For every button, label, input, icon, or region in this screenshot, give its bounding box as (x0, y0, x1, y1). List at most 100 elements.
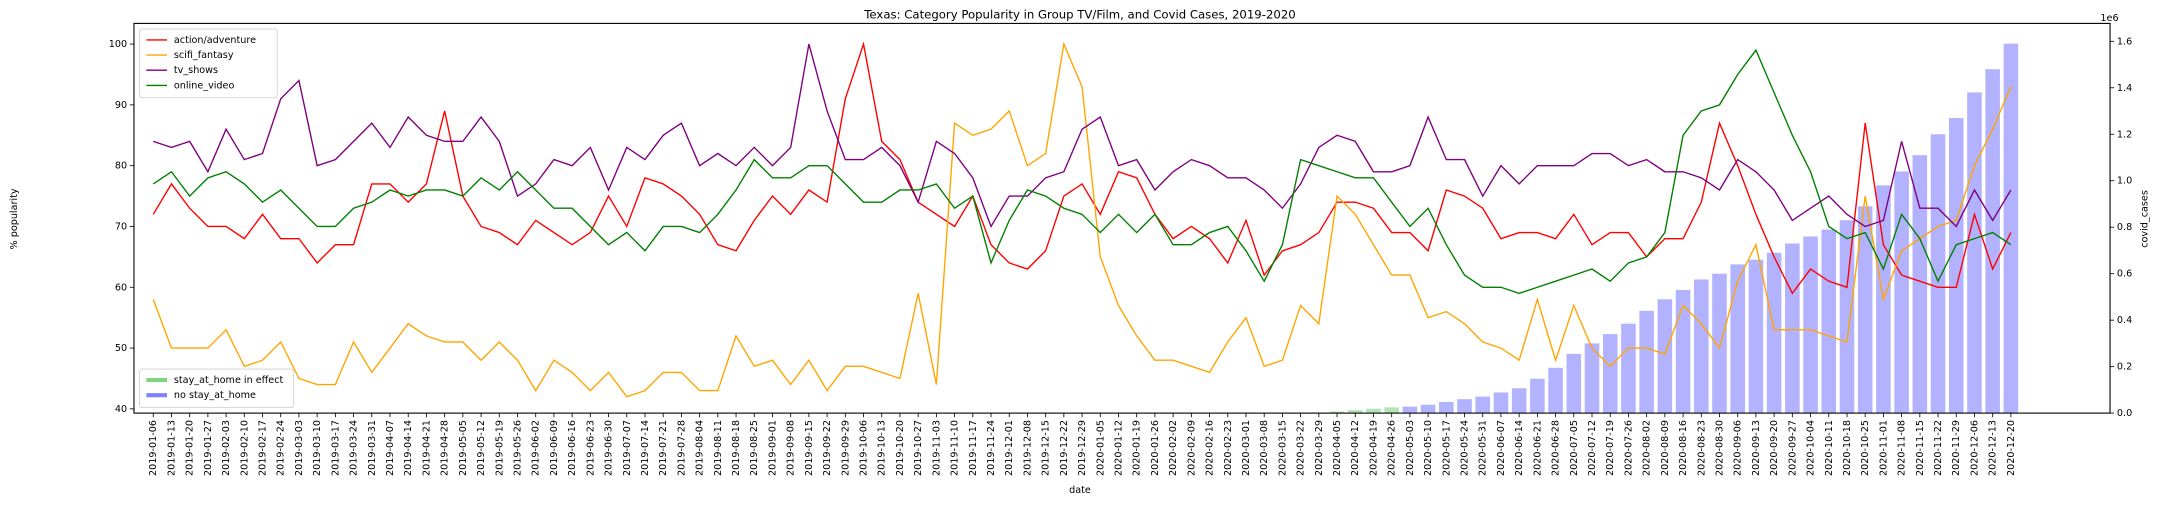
x-tick-label: 2020-02-23 (1223, 420, 1234, 476)
bar (1530, 379, 1545, 413)
x-tick-label: 2020-02-02 (1168, 420, 1179, 476)
bar (1821, 230, 1836, 414)
y2-axis-label: covid_cases (2139, 190, 2150, 248)
bar (1639, 311, 1654, 413)
bar (1567, 354, 1582, 413)
y-tick-label: 80 (115, 161, 127, 172)
x-tick-label: 2019-10-13 (877, 420, 888, 476)
x-tick-label: 2020-12-20 (2006, 420, 2017, 476)
x-tick-label: 2019-06-23 (585, 420, 596, 476)
x-tick-label: 2020-05-31 (1478, 420, 1489, 476)
x-tick-label: 2020-10-11 (1824, 420, 1835, 476)
x-tick-label: 2019-04-14 (403, 420, 414, 476)
bar (1712, 274, 1727, 413)
y2-tick-label: 1.0 (2117, 176, 2132, 187)
x-tick-label: 2019-06-09 (549, 420, 560, 476)
x-tick-label: 2020-03-01 (1241, 420, 1252, 476)
x-tick-label: 2019-12-29 (1077, 420, 1088, 476)
x-tick-label: 2019-03-17 (330, 420, 341, 476)
bar (1931, 134, 1946, 413)
y-tick-label: 100 (109, 39, 127, 50)
x-tick-label: 2020-11-08 (1897, 420, 1908, 476)
x-tick-label: 2019-02-17 (258, 420, 269, 476)
y-tick-label: 60 (115, 282, 127, 293)
x-tick-label: 2020-12-13 (1988, 420, 1999, 476)
x-tick-label: 2019-09-01 (767, 420, 778, 476)
y-tick-label: 70 (115, 221, 127, 232)
x-tick-label: 2020-11-15 (1915, 420, 1926, 476)
bar (1894, 171, 1909, 413)
y2-tick-label: 0.8 (2117, 222, 2132, 233)
x-tick-label: 2020-09-20 (1769, 420, 1780, 476)
x-tick-label: 2019-08-25 (749, 420, 760, 476)
bar (1840, 220, 1855, 413)
x-tick-label: 2019-08-11 (713, 420, 724, 476)
y2-tick-label: 0.2 (2117, 362, 2132, 373)
x-tick-label: 2019-03-03 (294, 420, 305, 476)
x-tick-label: 2020-01-19 (1132, 420, 1143, 476)
legend: action/adventurescifi_fantasytv_showsonl… (139, 29, 277, 98)
x-tick-label: 2020-07-12 (1587, 420, 1598, 476)
x-tick-label: 2020-01-05 (1095, 420, 1106, 476)
x-tick-label: 2020-06-14 (1514, 420, 1525, 476)
x-tick-label: 2019-08-04 (695, 420, 706, 476)
x-tick-label: 2020-06-21 (1532, 420, 1543, 476)
x-tick-label: 2020-09-13 (1751, 420, 1762, 476)
y2-tick-label: 1.2 (2117, 129, 2132, 140)
x-tick-label: 2019-06-30 (604, 420, 615, 476)
x-tick-label: 2020-08-02 (1642, 420, 1653, 476)
x-tick-label: 2020-03-08 (1259, 420, 1270, 476)
x-tick-label: 2020-08-30 (1714, 420, 1725, 476)
x-tick-label: 2019-04-28 (440, 420, 451, 476)
y2-tick-label: 0.0 (2117, 408, 2132, 419)
x-tick-label: 2019-10-27 (913, 420, 924, 476)
bar (1749, 260, 1764, 413)
x-tick-label: 2019-12-08 (1022, 420, 1033, 476)
x-tick-label: 2020-01-26 (1150, 420, 1161, 476)
x-tick-label: 2020-02-16 (1205, 420, 1216, 476)
x-tick-label: 2019-12-01 (1004, 420, 1015, 476)
bar (1785, 243, 1800, 413)
x-axis-label: date (1069, 485, 1091, 496)
x-tick-label: 2019-04-07 (385, 420, 396, 476)
x-tick-label: 2019-01-20 (185, 420, 196, 476)
bar (1548, 368, 1563, 413)
y-tick-label: 90 (115, 100, 127, 111)
legend-label: no stay_at_home (174, 390, 256, 401)
bar (1603, 334, 1618, 413)
x-tick-label: 2019-08-18 (731, 420, 742, 476)
x-tick-label: 2020-08-16 (1678, 420, 1689, 476)
x-tick-label: 2020-07-19 (1605, 420, 1616, 476)
y-axis-label: % popularity (9, 188, 20, 249)
x-tick-label: 2019-03-24 (349, 420, 360, 476)
y2-tick-label: 0.4 (2117, 315, 2132, 326)
x-tick-label: 2019-01-06 (148, 420, 159, 476)
bar (1967, 92, 1982, 413)
bar (1403, 407, 1418, 414)
x-tick-label: 2019-10-20 (895, 420, 906, 476)
chart-title: Texas: Category Popularity in Group TV/F… (863, 8, 1295, 22)
x-tick-label: 2020-07-26 (1623, 420, 1634, 476)
x-tick-label: 2019-07-21 (658, 420, 669, 476)
x-tick-label: 2020-03-22 (1296, 420, 1307, 476)
x-tick-label: 2020-04-05 (1332, 420, 1343, 476)
x-tick-label: 2020-10-25 (1860, 420, 1871, 476)
bar (1366, 409, 1381, 413)
x-tick-label: 2019-05-12 (476, 420, 487, 476)
x-tick-label: 2019-07-28 (676, 420, 687, 476)
bar (1803, 237, 1818, 414)
x-tick-label: 2019-01-27 (203, 420, 214, 476)
bar (1494, 392, 1509, 413)
x-tick-label: 2019-04-21 (421, 420, 432, 476)
legend-label: tv_shows (174, 65, 218, 76)
x-tick-label: 2019-10-06 (859, 420, 870, 476)
bar (1384, 407, 1399, 413)
x-tick-label: 2020-08-09 (1660, 420, 1671, 476)
x-tick-label: 2020-01-12 (1113, 420, 1124, 476)
x-tick-label: 2020-02-09 (1186, 420, 1197, 476)
x-tick-label: 2019-01-13 (166, 420, 177, 476)
y-tick-label: 40 (115, 404, 127, 415)
bar (1457, 399, 1472, 413)
x-tick-label: 2020-10-04 (1806, 420, 1817, 476)
